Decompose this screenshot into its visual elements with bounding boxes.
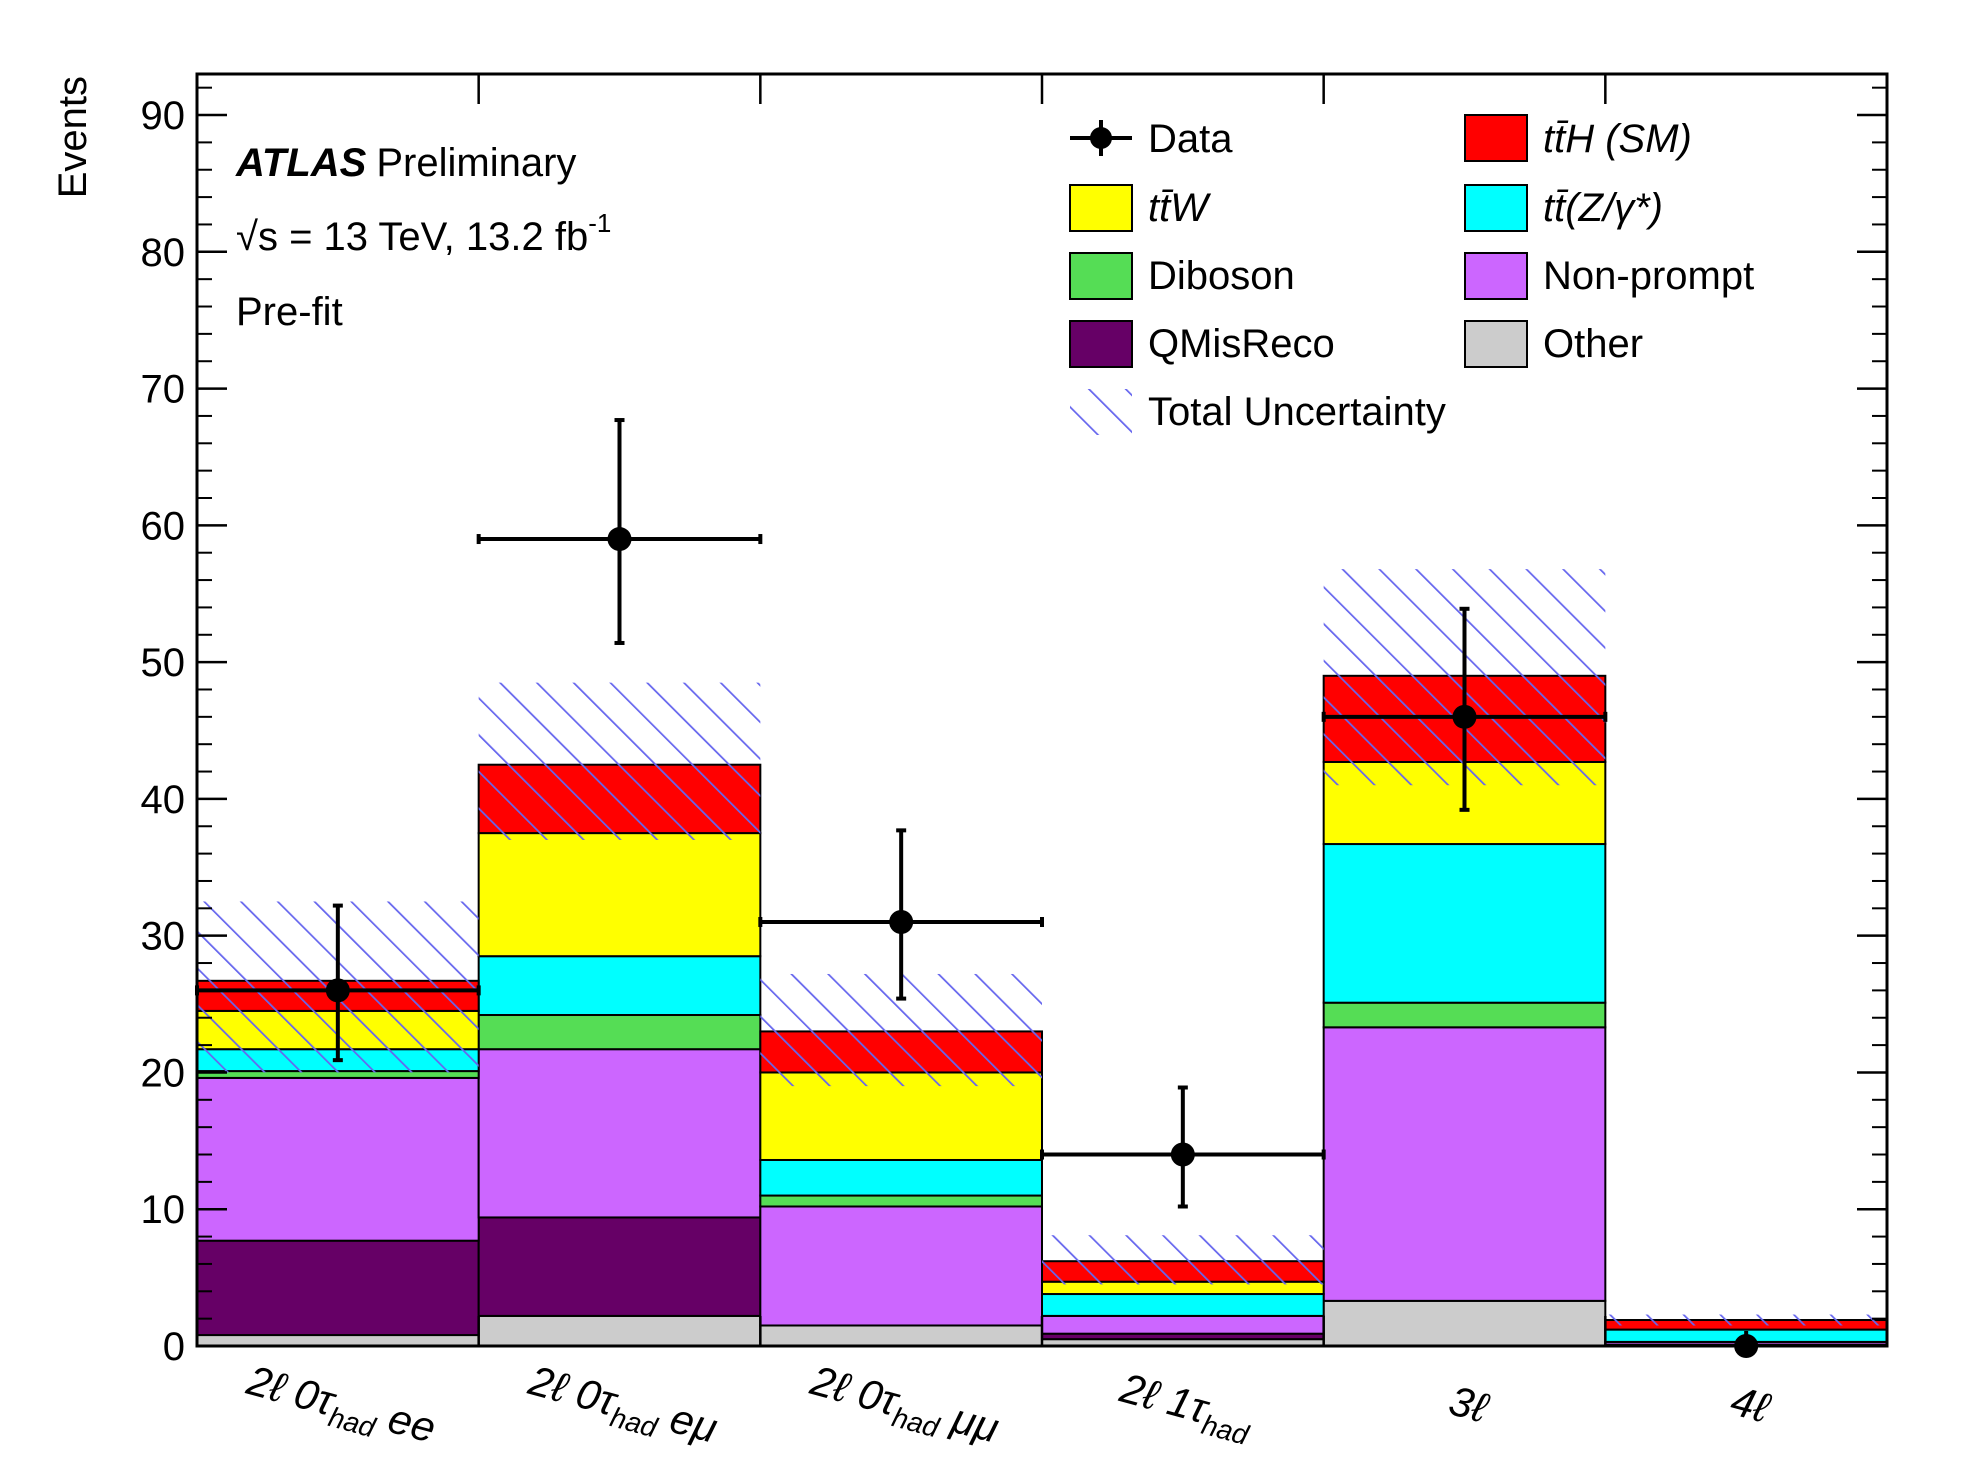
stacked-bars — [197, 674, 1887, 1346]
bar-other-2 — [759, 1324, 1043, 1346]
legend-entry-qmisreco: QMisReco — [1069, 320, 1335, 368]
x-tick-label-3: 2ℓ 1τhad — [1113, 1364, 1259, 1452]
bar-diboson-1 — [477, 1014, 762, 1051]
atlas-experiment: ATLAS — [235, 141, 367, 185]
legend-swatch-tth — [1464, 114, 1528, 162]
legend-swatch-ttw — [1069, 184, 1133, 232]
legend-entry-uncertainty: Total Uncertainty — [1070, 389, 1446, 435]
bar-non-prompt-1 — [477, 1048, 762, 1219]
legend-label-data: Data — [1148, 117, 1233, 161]
legend-swatch-qmisreco — [1069, 320, 1133, 368]
lumi-exponent: -1 — [588, 208, 611, 238]
bar-non-prompt-3 — [1041, 1314, 1325, 1335]
legend-entry-other: Other — [1464, 320, 1643, 368]
bar-other-0 — [197, 1334, 480, 1346]
atlas-status: Preliminary — [376, 141, 576, 185]
bar-non-prompt-4 — [1322, 1026, 1607, 1302]
data-marker-3 — [1170, 1142, 1195, 1167]
uncertainty-band-1 — [478, 682, 761, 840]
svg-text:√s = 13 TeV, 13.2 fb-1: √s = 13 TeV, 13.2 fb-1 — [236, 208, 611, 259]
legend-swatch-diboson — [1069, 252, 1133, 300]
bar-non-prompt-2 — [759, 1205, 1043, 1327]
legend-label-ttz: tt̄(Z/γ*) — [1543, 186, 1663, 230]
bar-tt-z-3 — [1041, 1293, 1325, 1317]
y-tick-label-90: 90 — [141, 94, 186, 138]
legend-swatch-nonprompt — [1464, 252, 1528, 300]
legend-label-nonprompt: Non-prompt — [1543, 254, 1754, 298]
bar-qmisreco-0 — [197, 1239, 480, 1337]
bar-diboson-4 — [1322, 1001, 1607, 1029]
legend-label-uncertainty: Total Uncertainty — [1148, 390, 1446, 434]
x-tick-label-4: 3ℓ — [1444, 1377, 1494, 1433]
bar-non-prompt-0 — [197, 1076, 480, 1242]
bar-other-4 — [1322, 1299, 1607, 1346]
legend-swatch-ttz — [1464, 184, 1528, 232]
legend-entry-tth: tt̄H (SM) — [1464, 114, 1692, 162]
legend-label-ttw: tt̄W — [1148, 186, 1211, 230]
y-tick-label-70: 70 — [141, 368, 186, 412]
data-marker-4 — [1452, 704, 1477, 729]
legend-label-diboson: Diboson — [1148, 254, 1295, 298]
bar-other-1 — [477, 1314, 762, 1346]
data-point-4 — [1321, 606, 1608, 812]
data-marker-0 — [325, 978, 350, 1003]
x-tick-label-5: 4ℓ — [1726, 1377, 1776, 1433]
x-tick-label-1: 2ℓ 0τhad eμ — [521, 1356, 722, 1458]
legend-entry-data: Data — [1070, 117, 1233, 161]
atlas-label: ATLAS Preliminary √s = 13 TeV, 13.2 fb-1 … — [235, 141, 611, 334]
bar-tt-w-1 — [477, 832, 762, 958]
y-tick-label-40: 40 — [141, 778, 186, 822]
uncertainty-band-5 — [1605, 1314, 1887, 1326]
bar-tt-z-4 — [1322, 843, 1607, 1004]
uncertainty-band-3 — [1042, 1235, 1324, 1285]
y-tick-label-30: 30 — [141, 915, 186, 959]
bar-diboson-2 — [759, 1194, 1043, 1208]
bar-tt-z-1 — [477, 955, 762, 1017]
data-point-3 — [1040, 1085, 1326, 1209]
y-axis-label: Events — [51, 76, 95, 198]
legend-swatch-uncertainty — [1070, 389, 1132, 435]
y-tick-label-10: 10 — [141, 1188, 186, 1232]
legend-label-qmisreco: QMisReco — [1148, 322, 1335, 366]
legend-label-tth: tt̄H (SM) — [1543, 117, 1692, 161]
y-tick-label-0: 0 — [163, 1325, 185, 1369]
data-point-2 — [758, 828, 1044, 1001]
legend: Data tt̄W Diboson QMisReco Total Uncerta… — [1069, 114, 1754, 435]
energy-lumi: √s = 13 TeV, 13.2 fb — [236, 215, 588, 259]
y-tick-label-20: 20 — [141, 1051, 186, 1095]
legend-label-other: Other — [1543, 322, 1643, 366]
legend-entry-diboson: Diboson — [1069, 252, 1295, 300]
x-tick-label-0: 2ℓ 0τhad ee — [240, 1356, 441, 1458]
y-tick-label-60: 60 — [141, 504, 186, 548]
data-marker-2 — [889, 910, 914, 934]
legend-entry-ttz: tt̄(Z/γ*) — [1464, 184, 1663, 232]
bar-tt-z-2 — [759, 1158, 1043, 1197]
y-tick-label-80: 80 — [141, 231, 186, 275]
legend-entry-nonprompt: Non-prompt — [1464, 252, 1754, 300]
data-marker-1 — [607, 527, 632, 552]
fit-status: Pre-fit — [236, 290, 343, 334]
legend-swatch-other — [1464, 320, 1528, 368]
bar-qmisreco-1 — [477, 1216, 762, 1317]
y-tick-label-50: 50 — [141, 641, 186, 685]
data-point-1 — [476, 418, 763, 645]
legend-entry-ttw: tt̄W — [1069, 184, 1211, 232]
x-tick-label-2: 2ℓ 0τhad μμ — [803, 1356, 1003, 1458]
